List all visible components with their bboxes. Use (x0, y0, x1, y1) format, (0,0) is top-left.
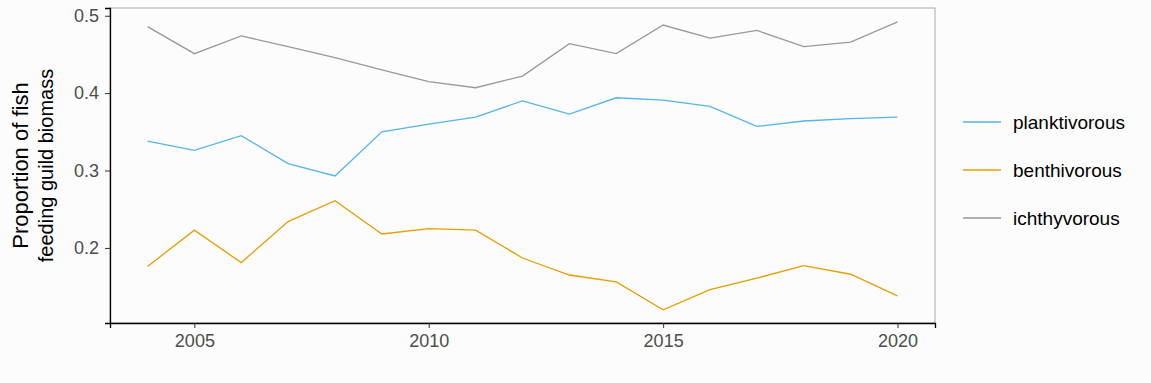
y-tick: 0.3 (74, 161, 110, 181)
y-tick: 0.2 (74, 238, 110, 258)
x-axis: 2005 2010 2015 2020 (111, 323, 936, 351)
series-line (148, 22, 898, 88)
y-axis-line (105, 9, 111, 324)
y-tick-label: 0.5 (74, 6, 99, 26)
x-tick-mark (429, 323, 430, 328)
panel-border (110, 8, 935, 323)
y-tick-label: 0.4 (74, 83, 99, 103)
legend: planktivorous benthivorous ichthyvorous (963, 112, 1125, 229)
plot: 2005 2010 2015 2020 0.2 0.3 0.4 0.5 (74, 6, 936, 351)
y-tick-mark (105, 93, 110, 94)
x-tick-label: 2010 (409, 331, 449, 351)
y-tick-mark (105, 16, 110, 17)
y-tick-mark (105, 171, 110, 172)
x-tick: 2010 (409, 323, 449, 351)
y-axis-title-line: Proportion of fish (8, 82, 33, 248)
x-tick-label: 2015 (644, 331, 684, 351)
y-tick-label: 0.2 (74, 238, 99, 258)
x-tick-mark (663, 323, 664, 328)
x-axis-line (111, 324, 936, 329)
series-line (148, 98, 898, 176)
y-axis-title: Proportion of fishfeeding guild biomass (8, 69, 57, 262)
y-axis-title-line: feeding guild biomass (35, 69, 57, 262)
legend-key (963, 217, 1001, 218)
legend-label: planktivorous (1013, 112, 1125, 133)
x-tick-mark (898, 323, 899, 328)
y-tick-mark (105, 248, 110, 249)
legend-label: ichthyvorous (1013, 208, 1120, 229)
chart: 2005 2010 2015 2020 0.2 0.3 0.4 0.5 Proportion o… (0, 0, 1151, 383)
x-tick: 2005 (175, 323, 215, 351)
series-line (148, 201, 898, 310)
x-tick: 2015 (644, 323, 684, 351)
legend-label: benthivorous (1013, 160, 1122, 181)
legend-key (963, 121, 1001, 122)
y-tick: 0.5 (74, 6, 110, 26)
y-axis: 0.2 0.3 0.4 0.5 (74, 6, 111, 324)
y-tick-label: 0.3 (74, 161, 99, 181)
x-tick-mark (194, 323, 195, 328)
legend-key (963, 169, 1001, 170)
lines (148, 22, 898, 310)
x-tick-label: 2005 (175, 331, 215, 351)
x-tick: 2020 (878, 323, 918, 351)
y-tick: 0.4 (74, 83, 110, 103)
x-tick-label: 2020 (878, 331, 918, 351)
